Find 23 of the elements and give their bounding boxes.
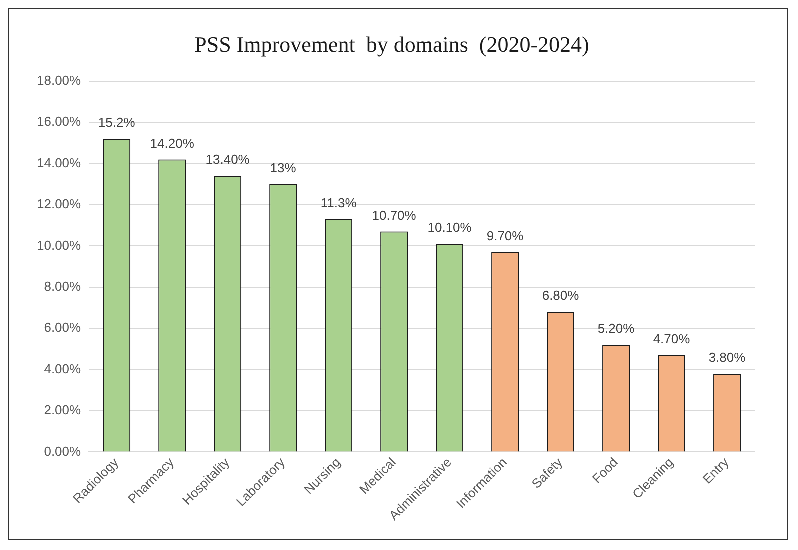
y-tick-label: 14.00% — [36, 155, 82, 170]
y-tick-label: 16.00% — [36, 114, 82, 130]
data-label: 14.20% — [150, 136, 195, 151]
y-tick-label: 4.00% — [44, 361, 82, 376]
chart-title: PSS Improvement by domains (2020-2024) — [194, 32, 590, 57]
y-tick-label: 12.00% — [36, 196, 82, 212]
data-label: 3.80% — [708, 350, 746, 366]
data-label: 13.40% — [206, 152, 250, 168]
data-label: 13% — [270, 160, 297, 176]
y-tick-label: 2.00% — [44, 402, 82, 418]
data-label: 9.70% — [486, 228, 524, 244]
y-tick-label: 0.00% — [44, 444, 82, 459]
y-tick-label: 6.00% — [44, 320, 82, 336]
data-label: 11.3% — [320, 196, 358, 211]
y-tick-label: 10.00% — [36, 238, 82, 253]
data-label: 6.80% — [542, 288, 580, 304]
data-label: 10.10% — [428, 220, 472, 236]
data-label: 5.20% — [598, 321, 636, 336]
data-label: 15.2% — [98, 115, 136, 130]
y-tick-label: 8.00% — [44, 279, 82, 294]
data-label: 10.70% — [372, 208, 417, 223]
y-tick-label: 18.00% — [36, 72, 82, 88]
data-label: 4.70% — [653, 331, 691, 346]
